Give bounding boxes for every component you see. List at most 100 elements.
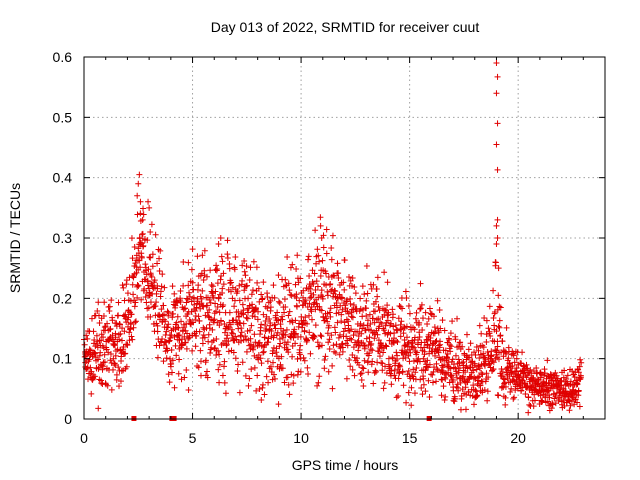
data-point: [212, 345, 219, 352]
data-point: [135, 245, 142, 252]
data-point: [178, 318, 185, 325]
data-point: [387, 363, 394, 370]
data-point: [497, 370, 504, 377]
data-point: [255, 285, 262, 292]
data-point: [319, 257, 326, 264]
data-point: [493, 241, 500, 248]
data-point: [346, 273, 353, 280]
data-point: [375, 303, 382, 310]
data-point: [294, 356, 301, 363]
data-point: [561, 403, 568, 410]
x-tick-label: 10: [293, 430, 309, 446]
data-point: [507, 389, 514, 396]
data-point: [260, 348, 267, 355]
data-point: [575, 387, 582, 394]
data-point: [279, 365, 286, 372]
data-point: [245, 295, 252, 302]
data-point: [161, 284, 168, 291]
data-point: [194, 253, 201, 260]
data-point: [333, 304, 340, 311]
data-point: [495, 292, 502, 299]
data-point: [486, 303, 493, 310]
data-point: [569, 368, 576, 375]
data-point: [182, 339, 189, 346]
data-point: [471, 349, 478, 356]
data-point: [463, 362, 470, 369]
data-point: [546, 394, 553, 401]
data-point: [201, 247, 208, 254]
data-point: [232, 254, 239, 261]
data-point: [457, 379, 464, 386]
data-point: [478, 370, 485, 377]
data-point: [325, 368, 332, 375]
data-point: [112, 334, 119, 341]
data-point: [479, 371, 486, 378]
data-point: [344, 308, 351, 315]
data-point: [447, 348, 454, 355]
data-point: [352, 290, 359, 297]
data-point: [494, 166, 501, 173]
data-point: [128, 311, 135, 318]
data-point: [394, 338, 401, 345]
data-point: [307, 294, 314, 301]
data-point: [366, 311, 373, 318]
data-point: [149, 263, 156, 270]
data-point: [552, 369, 559, 376]
data-point: [148, 273, 155, 280]
data-point: [433, 360, 440, 367]
data-point: [235, 325, 242, 332]
data-point: [141, 285, 148, 292]
data-point: [369, 315, 376, 322]
data-point: [439, 317, 446, 324]
data-point: [282, 331, 289, 338]
data-point: [264, 358, 271, 365]
data-point: [87, 347, 94, 354]
data-point: [197, 358, 204, 365]
data-point: [167, 355, 174, 362]
data-point: [92, 350, 99, 357]
data-point: [239, 262, 246, 269]
data-point: [418, 385, 425, 392]
data-point: [424, 341, 431, 348]
data-point: [223, 341, 230, 348]
data-point: [86, 356, 93, 363]
data-point: [475, 377, 482, 384]
data-point: [359, 283, 366, 290]
data-point: [315, 343, 322, 350]
data-point: [422, 309, 429, 316]
data-point: [265, 379, 272, 386]
data-point: [224, 254, 231, 261]
data-point: [95, 405, 102, 412]
data-point: [107, 357, 114, 364]
data-point: [405, 368, 412, 375]
data-point: [406, 310, 413, 317]
data-point: [394, 327, 401, 334]
data-point: [577, 374, 584, 381]
data-point: [456, 365, 463, 372]
data-point: [497, 304, 504, 311]
data-point: [142, 293, 149, 300]
data-point: [226, 265, 233, 272]
data-point: [399, 305, 406, 312]
data-point: [401, 342, 408, 349]
data-point: [231, 303, 238, 310]
data-point: [374, 274, 381, 281]
x-tick-label: 20: [510, 430, 526, 446]
data-point: [434, 297, 441, 304]
data-point: [187, 318, 194, 325]
data-point: [174, 313, 181, 320]
data-point: [277, 340, 284, 347]
data-point: [326, 336, 333, 343]
data-point: [148, 221, 155, 228]
axis-ticks: 0 0.1 0.2 0.3 0.4 0.5 0.6 0 5 10 15 20: [53, 49, 605, 446]
data-point: [391, 367, 398, 374]
data-point: [417, 376, 424, 383]
data-point: [287, 264, 294, 271]
data-point: [493, 222, 500, 229]
data-point: [411, 334, 418, 341]
data-point: [215, 294, 222, 301]
data-point: [136, 234, 143, 241]
data-point: [182, 327, 189, 334]
data-point: [369, 329, 376, 336]
data-point: [267, 320, 274, 327]
